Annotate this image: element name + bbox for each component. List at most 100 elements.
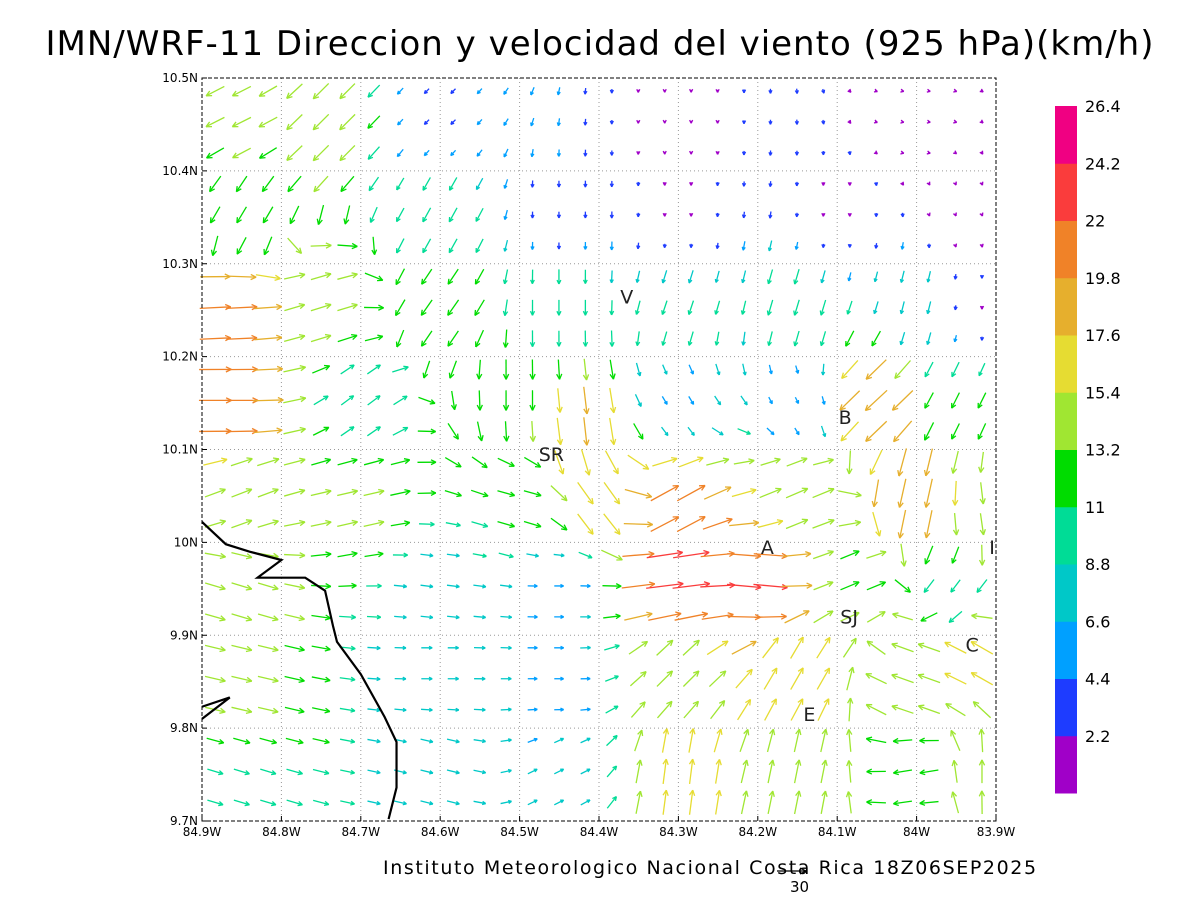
wind-arrow xyxy=(206,737,225,745)
wind-arrow xyxy=(892,612,913,621)
wind-arrow xyxy=(976,579,988,593)
wind-arrow xyxy=(845,791,853,814)
wind-arrow xyxy=(286,799,303,807)
wind-arrow xyxy=(367,738,381,744)
axis-ticks: 84.9W 84.8W 84.7W 84.6W 84.5W 84.4W 84.3W 84.2W… xyxy=(162,71,1015,839)
wind-arrow xyxy=(715,242,720,250)
wind-arrow xyxy=(226,334,258,342)
wind-arrow xyxy=(636,119,641,124)
wind-arrow xyxy=(630,701,646,718)
wind-arrow xyxy=(759,487,782,499)
wind-arrow xyxy=(924,545,934,565)
wind-arrow xyxy=(866,610,886,623)
wind-arrow xyxy=(687,300,695,316)
wind-arrow xyxy=(394,645,407,650)
wind-arrow xyxy=(900,88,905,93)
wind-arrow xyxy=(865,359,887,380)
wind-arrow xyxy=(714,395,722,406)
wind-arrow xyxy=(284,613,305,622)
colorbar-label: 26.4 xyxy=(1085,97,1121,116)
wind-arrow xyxy=(420,330,433,347)
wind-arrow xyxy=(395,207,405,223)
wind-arrow xyxy=(926,119,931,124)
wind-arrow xyxy=(813,581,834,591)
wind-arrow xyxy=(924,361,934,378)
wind-arrow xyxy=(739,728,750,753)
wind-arrow xyxy=(366,364,381,375)
wind-arrow xyxy=(731,640,757,655)
wind-arrow xyxy=(894,360,911,380)
wind-arrow xyxy=(337,333,358,343)
wind-arrow xyxy=(367,645,381,651)
wind-arrow xyxy=(706,457,730,466)
wind-arrow xyxy=(497,490,516,498)
wind-arrow xyxy=(225,366,258,373)
wind-arrow xyxy=(821,119,826,125)
wind-arrow xyxy=(476,119,483,126)
wind-arrow xyxy=(978,790,986,815)
wind-arrow xyxy=(689,243,694,248)
place-label: B xyxy=(839,407,852,429)
wind-arrow xyxy=(556,211,562,219)
wind-arrow xyxy=(840,581,860,591)
wind-arrow xyxy=(420,553,434,558)
wind-arrow xyxy=(715,88,720,93)
wind-arrow xyxy=(710,699,726,720)
wind-arrow xyxy=(553,553,565,558)
wind-arrow xyxy=(813,610,834,624)
wind-arrow xyxy=(502,390,510,411)
wind-arrow xyxy=(366,614,382,620)
y-tick-label: 9.9N xyxy=(170,628,198,642)
colorbar-label: 4.4 xyxy=(1085,670,1110,689)
wind-arrow xyxy=(740,790,749,815)
wind-arrow xyxy=(203,457,228,466)
wind-arrow xyxy=(231,488,253,498)
wind-arrow xyxy=(893,800,913,807)
wind-arrow xyxy=(609,211,614,219)
wind-arrow xyxy=(500,768,512,774)
wind-arrow xyxy=(846,760,853,783)
wind-arrow xyxy=(978,451,985,473)
wind-arrow xyxy=(900,543,907,567)
wind-arrow xyxy=(869,449,883,476)
wind-arrow xyxy=(892,737,913,745)
wind-arrow xyxy=(900,212,905,218)
wind-arrow xyxy=(656,639,674,656)
wind-arrow xyxy=(312,738,330,745)
wind-arrow xyxy=(978,728,985,753)
wind-arrow xyxy=(689,88,694,93)
wind-arrow xyxy=(422,207,432,223)
wind-arrow xyxy=(847,182,852,186)
wind-arrow xyxy=(418,396,436,405)
wind-arrow xyxy=(742,363,747,376)
wind-arrow xyxy=(554,707,564,712)
wind-arrow xyxy=(605,705,619,714)
wind-arrow xyxy=(476,390,483,411)
wind-arrow xyxy=(604,644,620,651)
wind-arrow xyxy=(526,553,539,558)
wind-arrow xyxy=(529,420,537,442)
wind-arrow xyxy=(554,645,564,650)
wind-arrow xyxy=(199,334,231,342)
wind-arrow xyxy=(621,581,656,589)
wind-arrow xyxy=(950,450,959,474)
x-tick-label: 84.1W xyxy=(818,825,857,839)
wind-arrow xyxy=(500,584,513,589)
wind-arrow xyxy=(257,519,279,528)
wind-arrow xyxy=(687,331,694,346)
wind-arrow xyxy=(208,175,222,193)
wind-arrow xyxy=(662,789,669,815)
wind-arrow xyxy=(419,521,435,527)
wind-arrow xyxy=(847,212,852,217)
wind-arrow xyxy=(840,611,860,622)
place-label: SJ xyxy=(840,607,858,629)
wind-arrow xyxy=(646,581,684,589)
wind-arrow xyxy=(948,610,963,623)
wind-arrow xyxy=(503,239,509,252)
wind-arrow xyxy=(366,426,381,437)
wind-arrow xyxy=(448,207,458,223)
wind-arrow xyxy=(527,583,538,589)
wind-arrow xyxy=(687,426,695,436)
wind-arrow xyxy=(767,269,774,285)
